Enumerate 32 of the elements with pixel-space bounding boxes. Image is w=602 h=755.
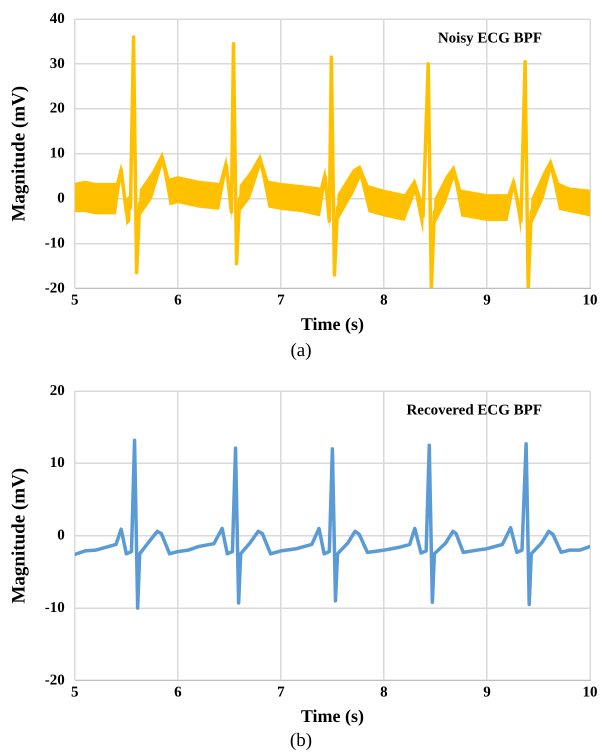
y-tick-label: 40	[50, 10, 65, 27]
y-tick-label: 0	[57, 528, 65, 544]
x-axis-title: Time (s)	[300, 706, 364, 726]
x-tick-label: 10	[582, 684, 598, 700]
y-axis-title: Magnitude (mV)	[8, 468, 30, 604]
x-tick-label: 5	[71, 292, 79, 308]
x-axis-title: Time (s)	[300, 314, 364, 334]
y-tick-label: -20	[44, 672, 65, 688]
text: Recovered ECG BPF	[406, 402, 542, 418]
x-tick-label: 8	[380, 292, 388, 308]
y-tick-label: 10	[50, 455, 65, 472]
y-tick-label: 30	[50, 56, 65, 72]
x-tick-label: 7	[277, 684, 286, 700]
y-axis-title: Magnitude (mV)	[8, 86, 30, 222]
x-tick-label: 6	[174, 684, 182, 700]
x-tick-label: 7	[277, 292, 286, 308]
y-tick-label: -10	[44, 600, 65, 616]
x-tick-label: 8	[380, 684, 388, 700]
y-tick-label: 20	[50, 100, 65, 117]
y-tick-label: -10	[44, 235, 65, 252]
x-tick-label: 9	[483, 684, 491, 700]
x-tick-label: 10	[582, 292, 598, 308]
y-tick-label: 10	[50, 146, 65, 162]
x-tick-label: 9	[483, 292, 491, 308]
text: Noisy ECG BPF	[438, 30, 542, 46]
y-tick-label: 0	[57, 190, 65, 206]
y-tick-label: 20	[50, 382, 65, 399]
text: (a)	[289, 340, 313, 362]
y-tick-label: -20	[44, 280, 65, 296]
x-tick-label: 6	[174, 292, 182, 308]
text: (b)	[288, 730, 314, 752]
x-tick-label: 5	[71, 684, 79, 700]
